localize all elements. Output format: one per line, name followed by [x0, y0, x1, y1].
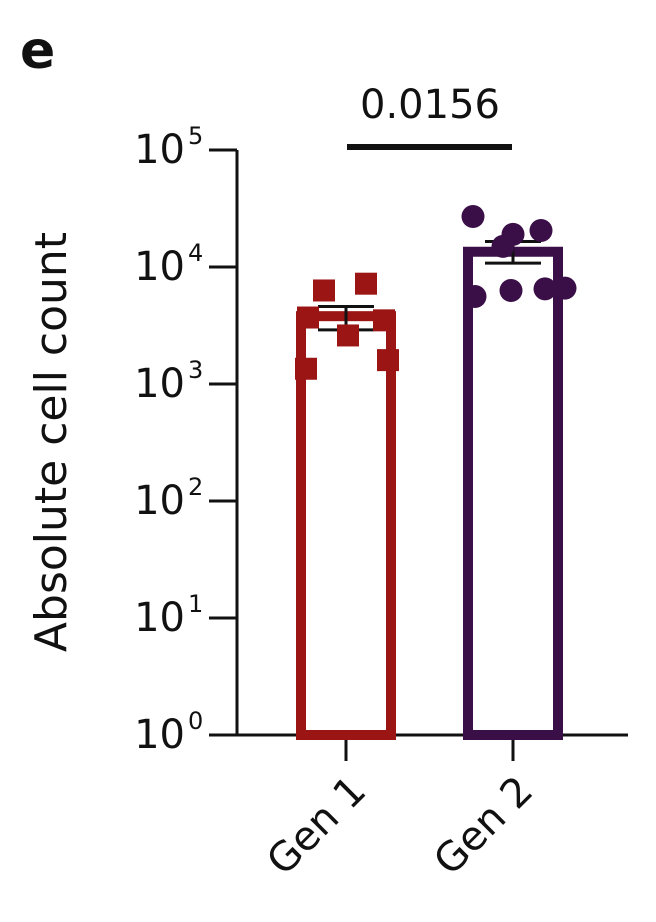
- x-tick-label: Gen 1: [258, 768, 375, 885]
- bars: [296, 246, 563, 740]
- y-tick-label: 10: [134, 595, 185, 641]
- y-tick-label: 10: [134, 127, 185, 173]
- data-points: [295, 205, 577, 380]
- data-point-square: [337, 324, 359, 347]
- y-tick-exponent: 3: [188, 356, 203, 384]
- bar: [296, 311, 396, 740]
- significance-annotation: 0.0156: [347, 82, 512, 150]
- y-tick-label: 10: [134, 244, 185, 290]
- data-point-circle: [491, 234, 515, 258]
- x-tick-label: Gen 2: [425, 768, 542, 885]
- y-tick-label: 10: [134, 712, 185, 758]
- y-tick-label: 10: [134, 361, 185, 407]
- data-point-square: [373, 309, 395, 332]
- y-axis-label: Absolute cell count: [26, 232, 77, 652]
- y-tick-label: 10: [134, 478, 185, 524]
- data-point-square: [313, 279, 335, 302]
- y-tick-exponent: 1: [188, 590, 203, 618]
- data-point-circle: [463, 284, 487, 308]
- data-point-circle: [529, 219, 553, 243]
- y-tick-exponent: 4: [188, 239, 203, 267]
- panel-label: e: [20, 21, 55, 81]
- y-tick-exponent: 0: [188, 707, 203, 735]
- data-point-square: [297, 306, 319, 329]
- data-point-square: [295, 357, 317, 380]
- data-point-circle: [533, 277, 557, 301]
- y-tick-exponent: 2: [188, 473, 203, 501]
- data-point-circle: [499, 278, 523, 302]
- data-point-circle: [461, 205, 485, 229]
- y-tick-exponent: 5: [188, 122, 203, 150]
- bar: [463, 246, 563, 740]
- data-point-square: [355, 272, 377, 295]
- data-point-circle: [553, 276, 577, 300]
- data-point-square: [377, 349, 399, 372]
- p-value-label: 0.0156: [360, 82, 500, 128]
